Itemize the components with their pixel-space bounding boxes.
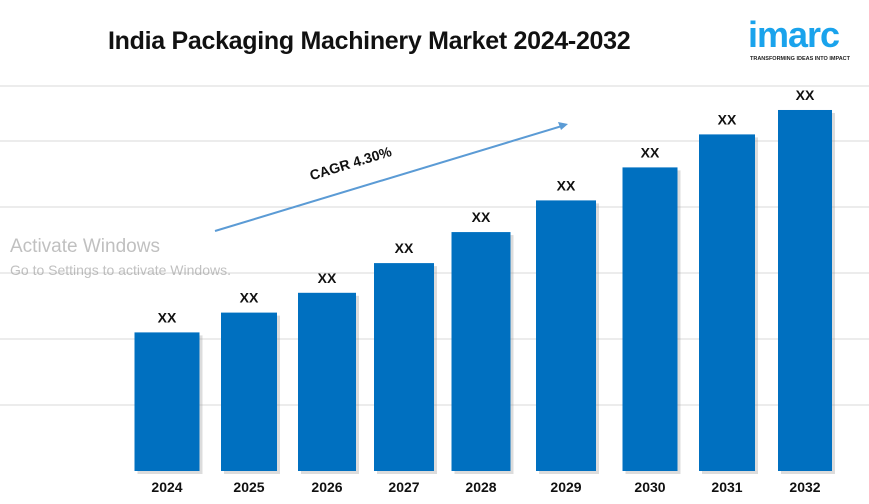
x-tick-label: 2029 xyxy=(550,479,581,495)
x-tick-label: 2030 xyxy=(634,479,665,495)
watermark-line2: Go to Settings to activate Windows. xyxy=(10,262,231,278)
bar xyxy=(374,263,434,471)
bar xyxy=(134,332,200,471)
data-label: XX xyxy=(641,144,660,160)
logo-word: imarc xyxy=(748,14,840,55)
x-tick-label: 2025 xyxy=(233,479,264,495)
data-label: XX xyxy=(796,87,815,103)
data-label: XX xyxy=(557,177,576,193)
cagr-label: CAGR 4.30% xyxy=(308,143,394,183)
x-tick-label: 2032 xyxy=(789,479,820,495)
x-tick-label: 2028 xyxy=(465,479,496,495)
data-label: XX xyxy=(472,209,491,225)
logo-tagline: TRANSFORMING IDEAS INTO IMPACT xyxy=(750,56,851,62)
x-tick-label: 2026 xyxy=(311,479,342,495)
data-label: XX xyxy=(718,111,737,127)
data-label: XX xyxy=(158,309,177,325)
bar xyxy=(699,134,755,471)
watermark-line1: Activate Windows xyxy=(10,236,160,257)
cagr-arrow xyxy=(214,125,563,232)
x-tick-label: 2027 xyxy=(388,479,419,495)
bar xyxy=(221,312,277,471)
chart-title: India Packaging Machinery Market 2024-20… xyxy=(108,27,631,55)
bar xyxy=(536,200,596,471)
data-label: XX xyxy=(318,270,337,286)
x-tick-label: 2031 xyxy=(711,479,742,495)
bar xyxy=(778,109,832,471)
bar xyxy=(622,167,678,471)
data-label: XX xyxy=(240,290,259,306)
data-label: XX xyxy=(395,240,414,256)
bar xyxy=(298,292,356,471)
bar xyxy=(451,232,511,471)
cagr-arrowhead xyxy=(558,122,568,130)
x-tick-label: 2024 xyxy=(151,479,182,495)
imarc-logo: imarc TRANSFORMING IDEAS INTO IMPACT xyxy=(748,12,858,66)
